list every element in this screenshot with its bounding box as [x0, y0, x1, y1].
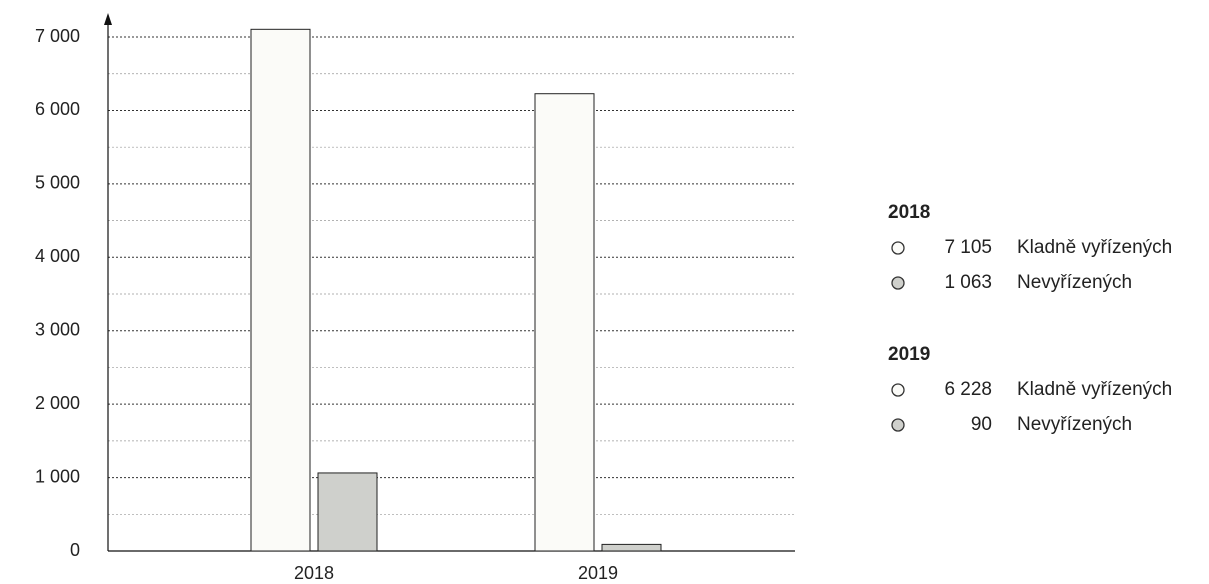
x-tick-label: 2019 [578, 563, 618, 583]
bar [601, 543, 662, 552]
bar [317, 472, 378, 552]
legend-name: Nevyřízených [1017, 414, 1132, 435]
x-tick-label: 2018 [294, 563, 334, 583]
legend-value: 7 105 [944, 237, 992, 258]
legend-name: Kladně vyřízených [1017, 237, 1172, 258]
legend-value: 1 063 [944, 272, 992, 293]
legend-value: 90 [971, 414, 992, 435]
y-tick-label: 0 [70, 540, 80, 560]
legend-name: Kladně vyřízených [1017, 379, 1172, 400]
legend-marker [891, 418, 905, 432]
y-axis-arrow [104, 13, 112, 25]
legend-value: 6 228 [944, 379, 992, 400]
y-tick-label: 7 000 [35, 26, 80, 46]
legend-heading: 2018 [888, 202, 930, 223]
legend-name: Nevyřízených [1017, 272, 1132, 293]
legend: 2018 7 105 Kladně vyřízených 1 063 Nevyřízen… [888, 202, 1172, 435]
y-tick-label: 5 000 [35, 173, 80, 193]
legend-marker [891, 383, 905, 397]
legend-marker [891, 276, 905, 290]
y-tick-label: 2 000 [35, 393, 80, 413]
bar [534, 93, 595, 552]
y-tick-label: 3 000 [35, 319, 80, 339]
legend-marker [891, 241, 905, 255]
legend-heading: 2019 [888, 344, 930, 365]
y-tick-label: 4 000 [35, 246, 80, 266]
y-tick-label: 1 000 [35, 466, 80, 486]
bar [250, 28, 311, 552]
y-tick-label: 6 000 [35, 99, 80, 119]
